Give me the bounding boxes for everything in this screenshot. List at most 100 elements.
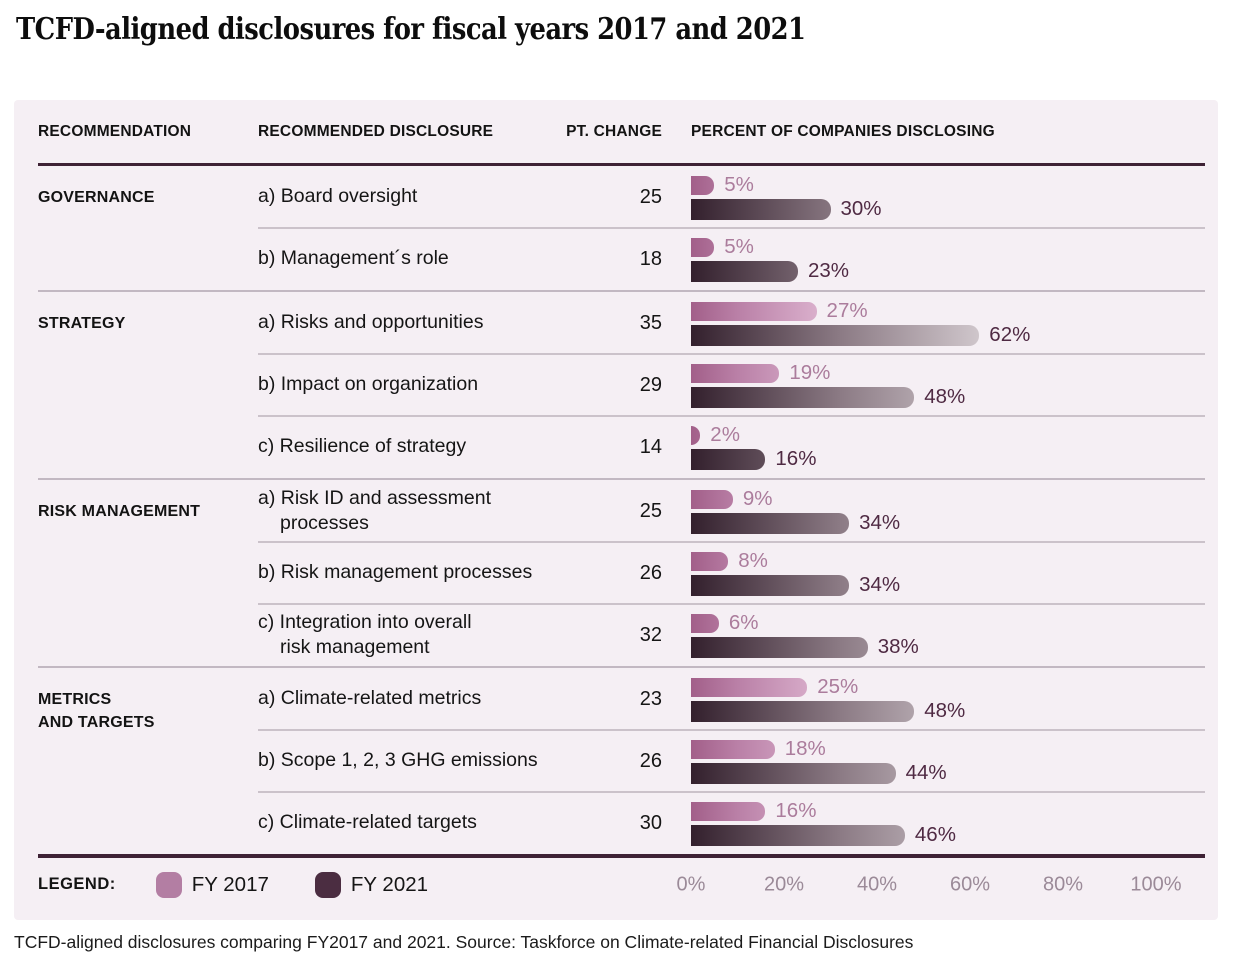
bar-fy2021 [691, 325, 980, 346]
bar-value-fy2017: 25% [817, 675, 859, 698]
bar-value-fy2021: 46% [914, 823, 956, 846]
table-row: a) Climate-related metrics 23 25% 48% [258, 668, 1205, 730]
bar-fy2021 [691, 449, 766, 470]
pt-change-cell: 35 [639, 311, 662, 334]
table-row: b) Risk management processes 26 8% 34% [258, 541, 1205, 604]
bar-value-fy2021: 48% [924, 385, 966, 408]
table-row: b) Management´s role 18 5% 23% [258, 227, 1205, 290]
bar-value-fy2017: 6% [728, 611, 759, 634]
bar-fy2021 [691, 261, 798, 282]
recommendation-label: RISK MANAGEMENT [38, 503, 201, 520]
legend-item: FY 2021 [314, 871, 429, 898]
bar-value-fy2017: 27% [826, 299, 868, 322]
bar-fy2021 [691, 763, 896, 784]
pt-change-cell: 30 [639, 811, 662, 834]
column-header-percent-disclosing: PERCENT OF COMPANIES DISCLOSING [691, 122, 995, 140]
table-row: a) Risks and opportunities 35 27% 62% [258, 292, 1205, 354]
bar-value-fy2017: 5% [724, 173, 754, 196]
bar-fy2017 [691, 237, 715, 257]
bar-value-fy2021: 34% [859, 511, 901, 534]
table-row: c) Climate-related targets 30 16% 46% [258, 791, 1205, 854]
x-axis-tick: 40% [856, 873, 898, 895]
table-row: b) Scope 1, 2, 3 GHG emissions 26 18% 44% [258, 729, 1205, 792]
bar-pair: 8% 34% [691, 549, 1205, 597]
bar-fy2017 [691, 425, 701, 445]
recommendation-group: RISK MANAGEMENT a) Risk ID and assessment… [38, 478, 1205, 666]
table-row: a) Risk ID and assessment processes 25 9% 3… [258, 480, 1205, 542]
disclosure-cell: a) Climate-related metrics [258, 687, 482, 710]
recommendation-group: METRICS AND TARGETS a) Climate-related me… [38, 666, 1205, 854]
caption: TCFD-aligned disclosures comparing FY201… [14, 932, 914, 952]
bar-value-fy2021: 30% [840, 197, 882, 220]
disclosure-cell: b) Impact on organization [258, 373, 479, 396]
disclosure-cell: b) Management´s role [258, 247, 449, 270]
bar-fy2017 [691, 613, 719, 633]
disclosure-cell: b) Risk management processes [258, 561, 533, 584]
bar-value-fy2017: 5% [724, 235, 754, 258]
bar-value-fy2021: 48% [924, 699, 966, 722]
legend-swatch [314, 871, 341, 898]
bar-pair: 9% 34% [691, 487, 1205, 535]
legend-label: LEGEND: [38, 875, 116, 893]
bar-fy2021 [691, 387, 915, 408]
recommendation-group: GOVERNANCE a) Board oversight 25 5% 30% b) Ma… [38, 166, 1205, 290]
pt-change-cell: 25 [639, 499, 662, 522]
bar-fy2021 [691, 825, 905, 846]
bar-fy2021 [691, 199, 831, 220]
disclosure-cell: a) Risks and opportunities [258, 311, 484, 334]
legend-swatch [155, 871, 182, 898]
bar-fy2021 [691, 701, 915, 722]
bar-fy2017 [691, 175, 715, 195]
bar-value-fy2017: 16% [775, 799, 817, 822]
table-header-row: RECOMMENDATION RECOMMENDED DISCLOSURE PT… [38, 100, 1205, 166]
column-header-pt-change: PT. CHANGE [566, 122, 662, 140]
bar-pair: 6% 38% [691, 611, 1205, 659]
bar-fy2017 [691, 363, 780, 383]
bar-value-fy2021: 16% [775, 447, 817, 470]
bar-pair: 25% 48% [691, 675, 1205, 723]
bar-fy2017 [691, 551, 729, 571]
legend-item-label: FY 2021 [350, 872, 429, 896]
x-axis-tick: 100% [1130, 873, 1182, 895]
legend-item: FY 2017 [155, 871, 269, 898]
bar-value-fy2021: 44% [905, 761, 947, 784]
bar-value-fy2017: 9% [742, 487, 773, 510]
x-axis-tick: 0% [676, 873, 706, 895]
x-axis-tick: 20% [763, 873, 805, 895]
pt-change-cell: 29 [639, 373, 662, 396]
bar-value-fy2017: 18% [784, 737, 826, 760]
bar-pair: 19% 48% [691, 361, 1205, 409]
bar-pair: 2% 16% [691, 423, 1205, 471]
recommendation-label: GOVERNANCE [38, 189, 155, 206]
table-row: b) Impact on organization 29 19% 48% [258, 353, 1205, 416]
disclosure-cell: c) Integration into overall risk managem… [258, 610, 472, 658]
bar-value-fy2021: 38% [877, 635, 919, 658]
bar-value-fy2021: 34% [859, 573, 901, 596]
column-header-recommendation: RECOMMENDATION [38, 122, 192, 140]
disclosure-cell: c) Resilience of strategy [258, 435, 467, 458]
bar-pair: 5% 30% [691, 173, 1205, 221]
x-axis-tick: 60% [949, 873, 991, 895]
disclosure-cell: c) Climate-related targets [258, 811, 477, 834]
pt-change-cell: 25 [639, 185, 662, 208]
legend: LEGEND: FY 2017 FY 2021 [38, 871, 474, 898]
recommendation-group: STRATEGY a) Risks and opportunities 35 27% 6… [38, 290, 1205, 478]
bar-fy2017 [691, 489, 733, 509]
bar-fy2021 [691, 637, 868, 658]
bar-value-fy2017: 19% [789, 361, 831, 384]
bar-value-fy2017: 2% [710, 423, 740, 446]
page-title: TCFD-aligned disclosures for fiscal year… [16, 12, 806, 47]
bar-pair: 18% 44% [691, 737, 1205, 785]
table-row: c) Integration into overall risk managem… [258, 603, 1205, 666]
bar-value-fy2021: 62% [989, 323, 1031, 346]
table-row: c) Resilience of strategy 14 2% 16% [258, 415, 1205, 478]
table-body: GOVERNANCE a) Board oversight 25 5% 30% b) Ma… [38, 166, 1205, 854]
pt-change-cell: 32 [639, 623, 662, 646]
bar-fy2021 [691, 575, 850, 596]
bar-pair: 27% 62% [691, 299, 1205, 347]
disclosure-cell: b) Scope 1, 2, 3 GHG emissions [258, 749, 538, 772]
pt-change-cell: 23 [639, 687, 662, 710]
bar-pair: 16% 46% [691, 799, 1205, 847]
pt-change-cell: 14 [639, 435, 662, 458]
bar-fy2017 [691, 301, 817, 321]
